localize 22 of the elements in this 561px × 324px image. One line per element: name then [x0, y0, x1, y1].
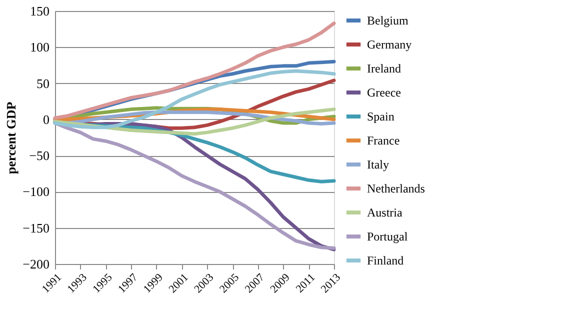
line-series	[53, 69, 336, 130]
y-tick-label: 0	[43, 112, 50, 127]
y-tick-label: 100	[30, 40, 50, 55]
y-tick-label: −100	[22, 184, 50, 200]
legend-label: Belgium	[367, 14, 409, 28]
legend-label: France	[367, 134, 400, 148]
legend-label: Italy	[367, 158, 389, 172]
y-tick-label: −150	[22, 220, 50, 236]
legend-label: Ireland	[367, 62, 401, 76]
y-axis-title: percent GDP	[4, 102, 19, 174]
legend-label: Finland	[367, 254, 404, 268]
y-tick-label: 50	[36, 76, 50, 91]
legend-label: Germany	[367, 38, 412, 52]
legend-label: Netherlands	[367, 182, 426, 196]
legend-label: Greece	[367, 86, 401, 100]
line-series	[53, 22, 336, 120]
legend-label: Spain	[367, 110, 394, 124]
y-tick-label: 150	[30, 4, 50, 18]
y-tick-label: −200	[22, 256, 50, 272]
legend-label: Austria	[367, 206, 403, 220]
legend-label: Portugal	[367, 230, 408, 244]
y-tick-label: −50	[29, 148, 50, 164]
